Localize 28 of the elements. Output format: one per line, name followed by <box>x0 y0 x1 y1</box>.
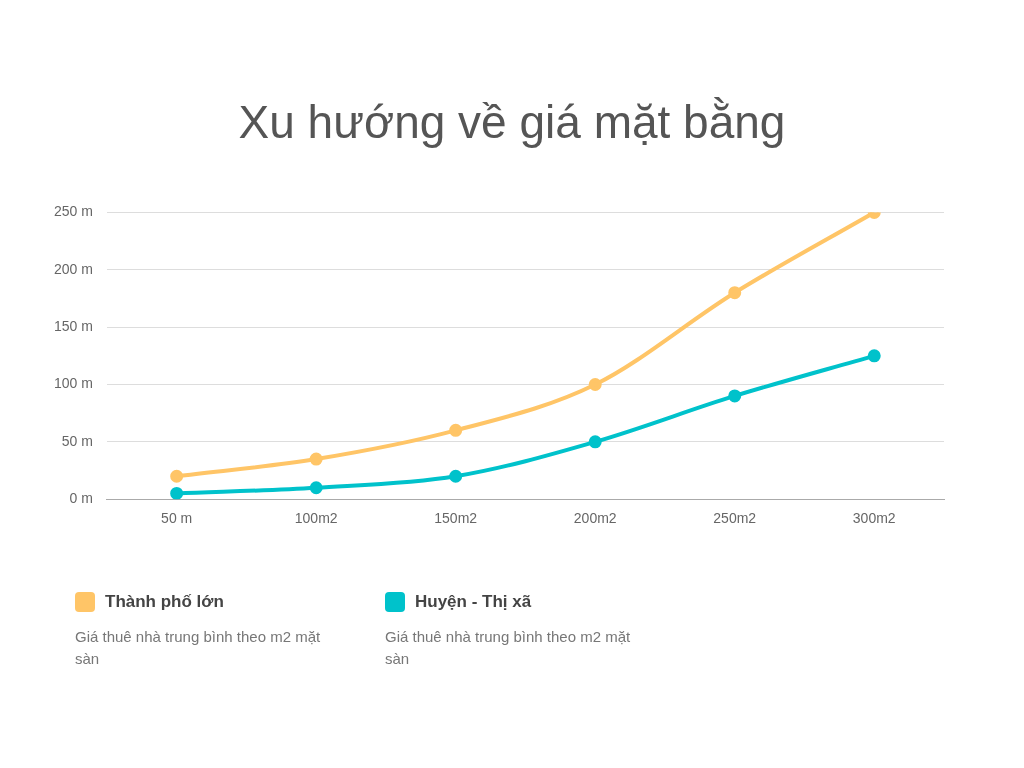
point <box>449 423 463 437</box>
x-tick-label: 100m2 <box>294 510 338 527</box>
point <box>867 349 881 363</box>
point <box>170 469 184 483</box>
point <box>309 452 323 466</box>
point <box>309 481 323 495</box>
y-tick-label: 200 m <box>53 260 93 277</box>
point <box>588 435 602 449</box>
text: Giá thuê nhà trung bình theo m2 mặt sàn <box>75 627 322 669</box>
legend-label: Huyện - Thị xã <box>415 592 532 612</box>
y-tick-label: 100 m <box>53 375 93 392</box>
x-tick-label: 250m2 <box>713 510 757 527</box>
point <box>728 286 742 300</box>
x-tick-label: 150m2 <box>434 510 478 527</box>
point <box>588 377 602 391</box>
text: Giá thuê nhà trung bình theo m2 mặt sàn <box>385 627 632 669</box>
point <box>728 389 742 403</box>
y-tick-label: 50 m <box>61 432 93 449</box>
point <box>170 486 184 500</box>
x-tick-label: 200m2 <box>573 510 617 527</box>
x-tick-label: 300m2 <box>852 510 896 527</box>
y-tick-label: 0 m <box>69 490 93 507</box>
chart-title: Xu hướng về giá mặt bằng <box>237 95 787 149</box>
y-tick-label: 250 m <box>53 203 93 220</box>
y-tick-label: 150 m <box>53 317 93 334</box>
point <box>449 469 463 483</box>
x-tick-label: 50 m <box>161 510 193 527</box>
legend-label: Thành phố lớn <box>105 592 224 612</box>
